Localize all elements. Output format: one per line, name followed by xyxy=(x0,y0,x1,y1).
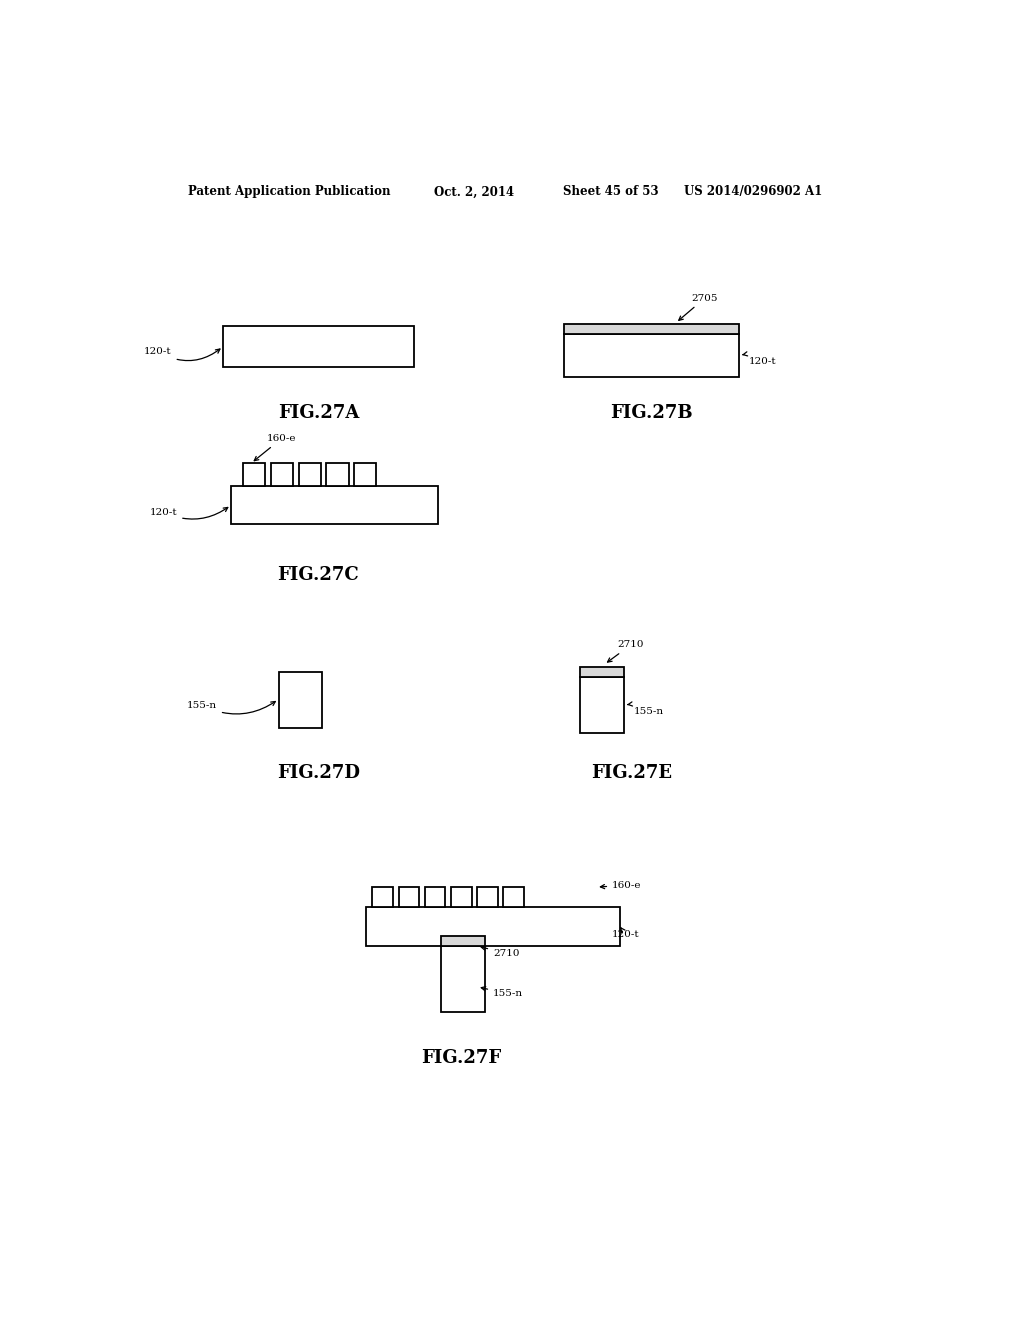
Bar xyxy=(451,887,472,907)
Bar xyxy=(367,907,621,946)
Text: 155-n: 155-n xyxy=(481,986,523,998)
Bar xyxy=(299,463,321,486)
Bar xyxy=(425,887,445,907)
Text: 120-t: 120-t xyxy=(742,352,776,366)
Text: 120-t: 120-t xyxy=(144,347,220,360)
Bar xyxy=(373,887,393,907)
Text: 160-e: 160-e xyxy=(600,880,642,890)
Bar xyxy=(564,334,739,378)
Bar xyxy=(581,677,624,733)
Text: 155-n: 155-n xyxy=(186,701,275,714)
Text: 120-t: 120-t xyxy=(612,928,640,940)
Text: FIG.27C: FIG.27C xyxy=(278,566,359,585)
Bar xyxy=(327,463,348,486)
Bar xyxy=(564,325,739,334)
Bar xyxy=(270,463,293,486)
Text: FIG.27E: FIG.27E xyxy=(592,764,673,783)
Bar xyxy=(504,887,524,907)
Text: 2705: 2705 xyxy=(679,294,718,321)
Text: 2710: 2710 xyxy=(481,946,519,958)
Text: Patent Application Publication: Patent Application Publication xyxy=(187,185,390,198)
Text: 120-t: 120-t xyxy=(150,507,227,519)
Bar xyxy=(279,672,323,727)
Bar xyxy=(441,946,485,1012)
Bar xyxy=(243,463,265,486)
Text: FIG.27F: FIG.27F xyxy=(421,1049,502,1067)
Text: 160-e: 160-e xyxy=(254,434,296,461)
Text: 2710: 2710 xyxy=(607,640,644,663)
Bar xyxy=(441,936,485,946)
Bar xyxy=(354,463,377,486)
Bar xyxy=(581,667,624,677)
Text: FIG.27D: FIG.27D xyxy=(276,764,360,783)
Text: FIG.27B: FIG.27B xyxy=(610,404,693,421)
Bar xyxy=(231,486,437,524)
Text: Oct. 2, 2014: Oct. 2, 2014 xyxy=(433,185,514,198)
Bar xyxy=(477,887,498,907)
Bar xyxy=(223,326,414,367)
Bar xyxy=(398,887,419,907)
Text: FIG.27A: FIG.27A xyxy=(278,404,359,421)
Text: Sheet 45 of 53: Sheet 45 of 53 xyxy=(563,185,658,198)
Text: US 2014/0296902 A1: US 2014/0296902 A1 xyxy=(684,185,822,198)
Text: 155-n: 155-n xyxy=(628,702,664,715)
